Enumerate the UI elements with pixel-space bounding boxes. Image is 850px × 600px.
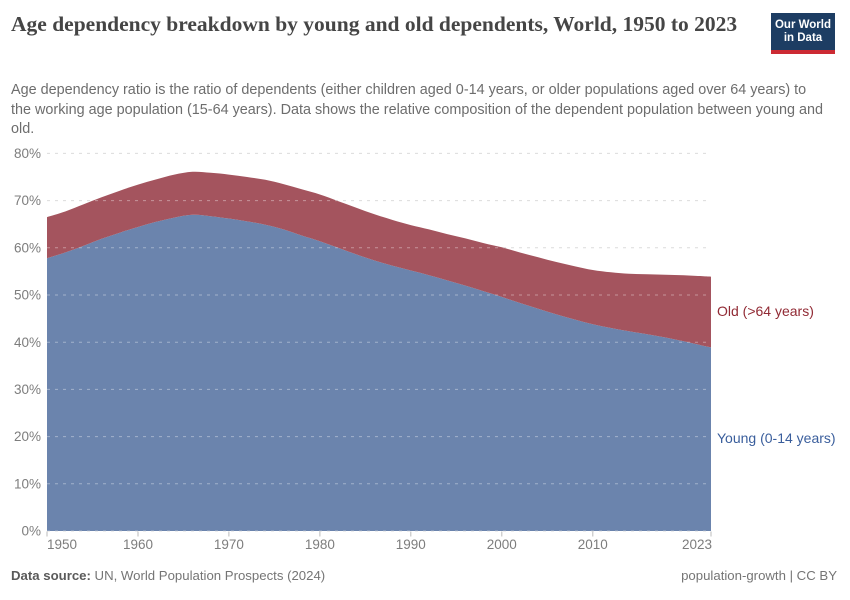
x-tick-label: 1990 [396,537,426,552]
y-tick-label: 0% [21,524,41,539]
data-source-value: UN, World Population Prospects (2024) [90,568,326,583]
x-tick-label: 2010 [578,537,608,552]
x-tick-label: 2000 [487,537,517,552]
y-tick-label: 80% [14,146,41,161]
y-tick-label: 60% [14,240,41,255]
data-source-label: Data source: [11,568,91,583]
x-tick-label: 2023 [682,537,712,552]
x-tick-label: 1970 [214,537,244,552]
y-tick-label: 70% [14,193,41,208]
y-tick-label: 50% [14,288,41,303]
area-old [47,171,711,348]
owid-logo-line1: Our World [774,19,831,31]
y-axis-labels: 0% 10% 20% 30% 40% 50% 60% 70% 80% [14,146,41,539]
y-tick-label: 40% [14,335,41,350]
data-source: Data source: UN, World Population Prospe… [11,568,325,583]
chart-title: Age dependency breakdown by young and ol… [11,12,738,36]
y-tick-label: 10% [14,476,41,491]
y-tick-label: 20% [14,429,41,444]
series-label-young: Young (0-14 years) [717,430,836,447]
x-tick-label: 1980 [305,537,335,552]
owid-logo: Our World in Data [771,13,835,54]
owid-logo-line2: in Data [783,32,823,44]
series-label-old: Old (>64 years) [717,302,814,319]
x-tick-label: 1960 [123,537,153,552]
x-tick-label: 1950 [47,537,77,552]
x-axis-labels: 1950 1960 1970 1980 1990 2000 2010 2023 [46,531,712,552]
license-note: population-growth | CC BY [681,568,837,583]
chart-subtitle: Age dependency ratio is the ratio of dep… [11,82,824,137]
y-tick-label: 30% [14,382,41,397]
area-young [47,214,711,532]
